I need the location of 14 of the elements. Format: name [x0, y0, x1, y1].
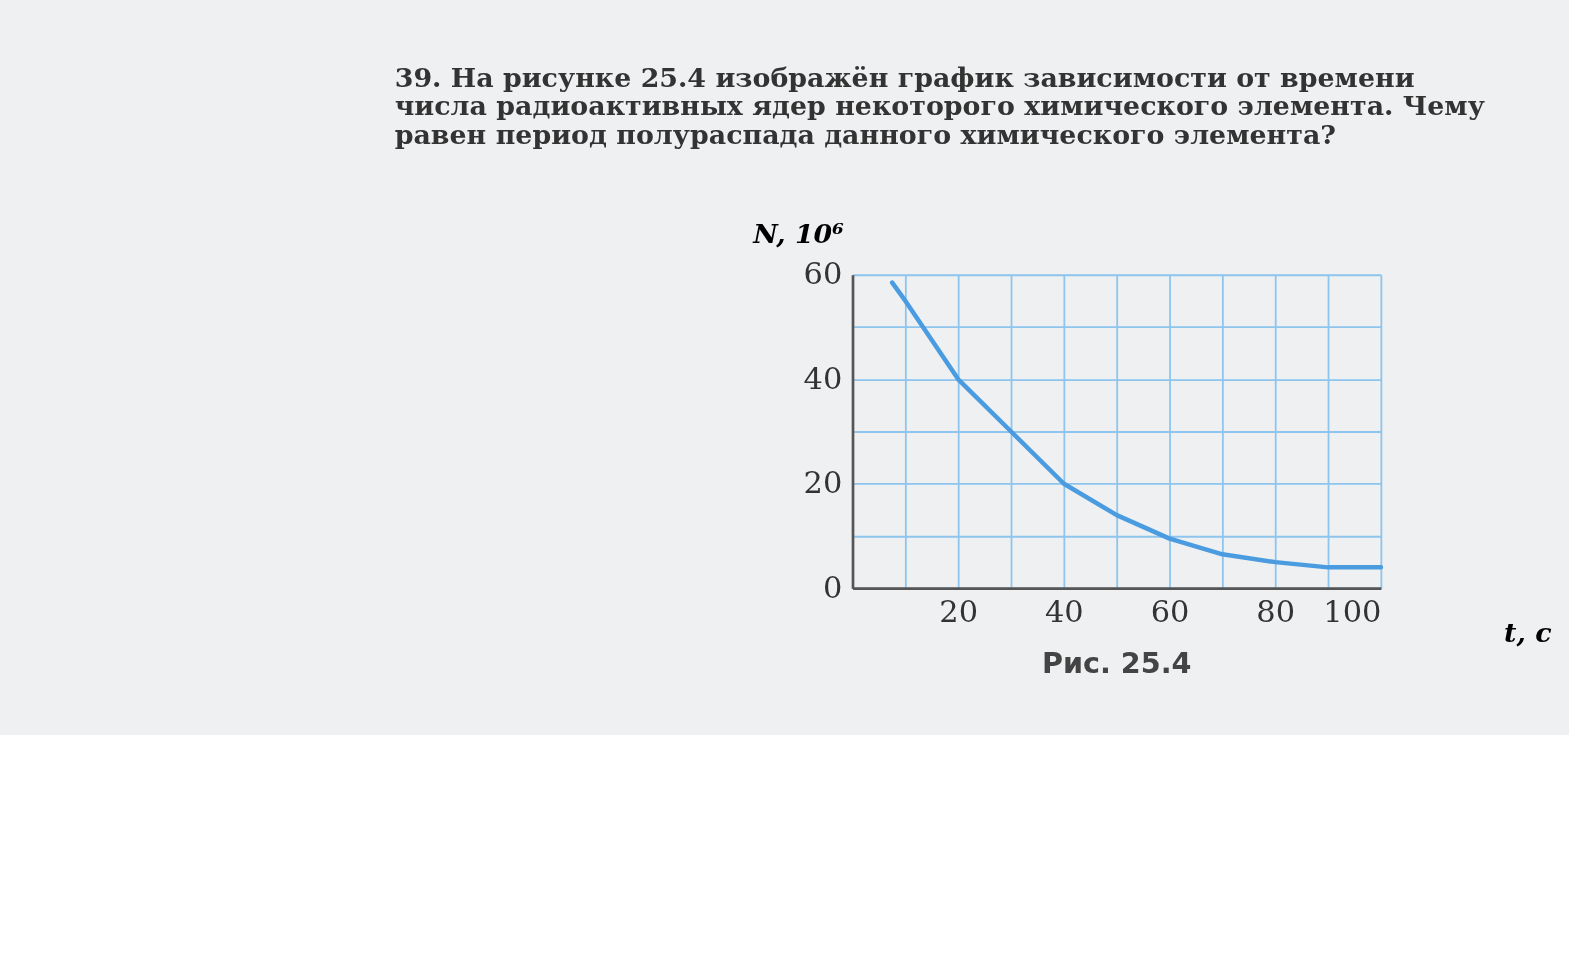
y-tick-label: 0: [822, 569, 843, 605]
y-tick-label: 60: [803, 256, 843, 292]
y-tick-label: 40: [803, 360, 843, 396]
line-series: [889, 280, 1384, 570]
x-tick-label: 20: [939, 593, 979, 629]
y-axis-title: N, 10⁶: [752, 218, 845, 250]
text: Рис. 25.4: [1041, 646, 1192, 681]
x-axis-title: t, c: [1504, 616, 1552, 648]
chart-title: 39. На рисунке 25.4 изображён график зависимости от времени числа радиоактивных ядер некоторого химического элемента. Чему равен период полураспада данного химического элемента?: [394, 61, 1485, 151]
x-tick-label: 40: [1044, 593, 1084, 629]
y-tick-label: 20: [803, 465, 843, 501]
x-tick-label: 80: [1256, 593, 1296, 629]
x-tick-label: 100: [1323, 593, 1382, 629]
x-tick-label: 60: [1150, 593, 1190, 629]
